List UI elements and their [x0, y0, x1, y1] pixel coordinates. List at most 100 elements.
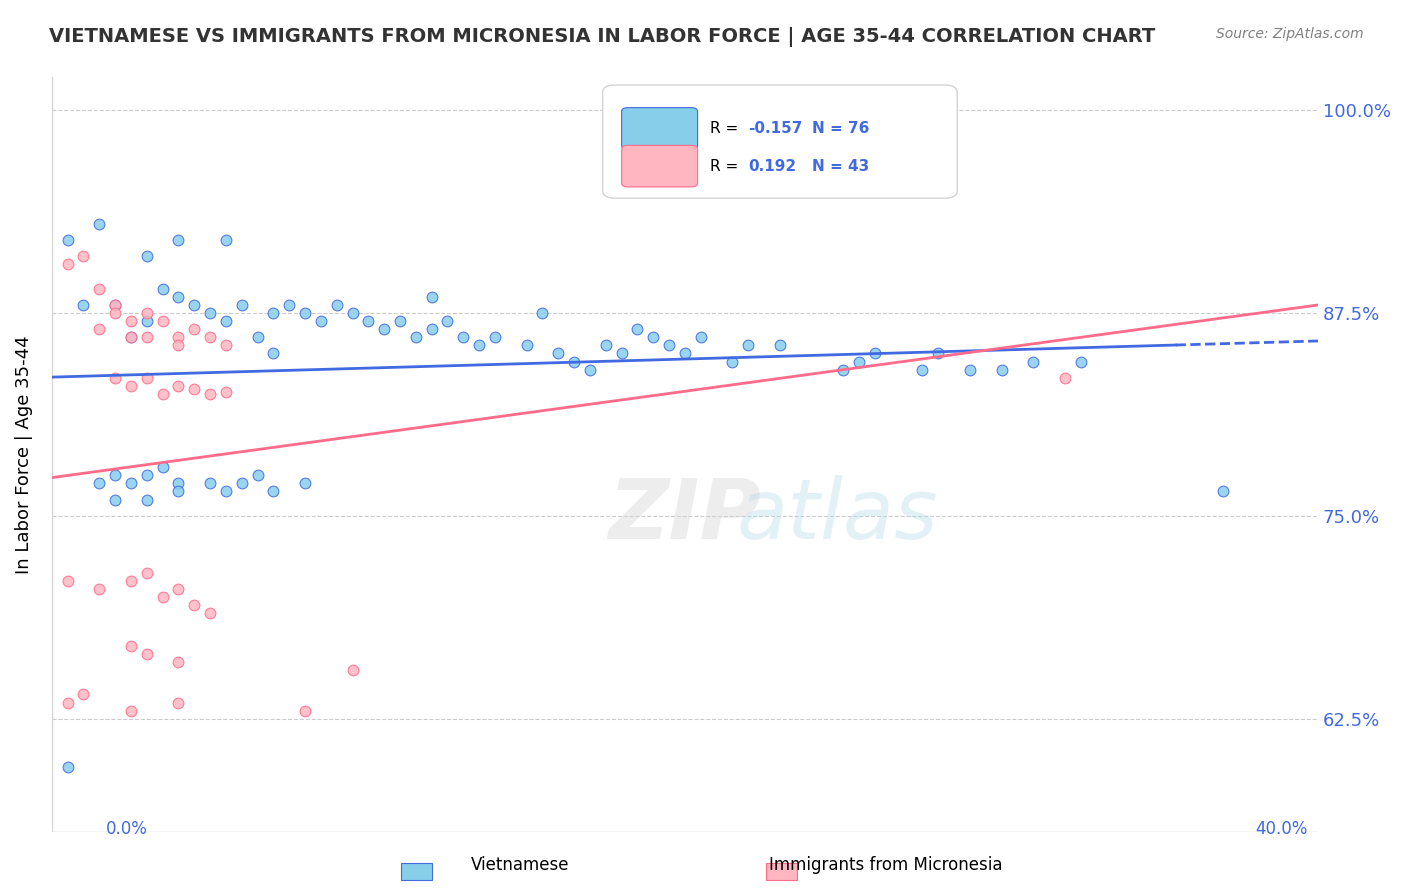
Point — [72, 298, 94, 312]
Text: atlas: atlas — [737, 475, 938, 556]
Point — [1053, 371, 1076, 385]
Point — [167, 330, 190, 344]
Point — [135, 468, 157, 483]
Point — [89, 217, 111, 231]
Point — [152, 281, 174, 295]
Point — [215, 484, 238, 499]
Y-axis label: In Labor Force | Age 35-44: In Labor Force | Age 35-44 — [15, 335, 32, 574]
Point — [215, 233, 238, 247]
Text: -0.157: -0.157 — [748, 121, 803, 136]
Point — [120, 314, 142, 328]
Point — [294, 704, 316, 718]
Point — [167, 484, 190, 499]
Point — [167, 379, 190, 393]
Point — [911, 362, 934, 376]
Point — [120, 574, 142, 588]
Point — [198, 387, 221, 401]
Point — [167, 696, 190, 710]
Point — [626, 322, 648, 336]
FancyBboxPatch shape — [621, 108, 697, 149]
Text: N = 76: N = 76 — [811, 121, 869, 136]
Text: 0.192: 0.192 — [748, 159, 796, 174]
Point — [56, 574, 79, 588]
Point — [89, 281, 111, 295]
Text: R =: R = — [710, 121, 744, 136]
Point — [89, 476, 111, 491]
Point — [278, 298, 301, 312]
Point — [484, 330, 506, 344]
Point — [120, 330, 142, 344]
Point — [610, 346, 633, 360]
Point — [1070, 354, 1092, 368]
Point — [246, 330, 269, 344]
Text: 40.0%: 40.0% — [1256, 820, 1308, 838]
Point — [135, 306, 157, 320]
Point — [420, 322, 443, 336]
Point — [56, 760, 79, 774]
Point — [135, 647, 157, 661]
Point — [183, 298, 205, 312]
Point — [120, 704, 142, 718]
Point — [104, 298, 127, 312]
Point — [990, 362, 1012, 376]
Point — [643, 330, 665, 344]
Point — [721, 354, 744, 368]
Point — [56, 257, 79, 271]
Point — [215, 314, 238, 328]
Point — [135, 492, 157, 507]
Point — [56, 233, 79, 247]
Point — [104, 468, 127, 483]
Point — [120, 330, 142, 344]
Point — [658, 338, 681, 352]
Point — [167, 582, 190, 596]
Point — [262, 484, 284, 499]
Point — [516, 338, 538, 352]
Point — [104, 492, 127, 507]
Point — [152, 460, 174, 475]
Text: 0.0%: 0.0% — [105, 820, 148, 838]
Point — [152, 314, 174, 328]
Text: R =: R = — [710, 159, 744, 174]
Text: Source: ZipAtlas.com: Source: ZipAtlas.com — [1216, 27, 1364, 41]
Point — [547, 346, 569, 360]
Point — [405, 330, 427, 344]
Point — [167, 476, 190, 491]
Point — [198, 330, 221, 344]
Point — [595, 338, 617, 352]
Point — [309, 314, 332, 328]
Point — [832, 362, 855, 376]
Point — [673, 346, 696, 360]
Point — [959, 362, 981, 376]
Point — [104, 306, 127, 320]
Point — [120, 639, 142, 653]
Point — [135, 330, 157, 344]
Point — [167, 338, 190, 352]
Point — [453, 330, 475, 344]
Point — [198, 606, 221, 620]
Point — [262, 306, 284, 320]
Text: ZIP: ZIP — [609, 475, 761, 556]
Point — [198, 306, 221, 320]
Point — [135, 314, 157, 328]
Point — [342, 663, 364, 677]
Point — [215, 385, 238, 400]
Point — [215, 338, 238, 352]
Text: VIETNAMESE VS IMMIGRANTS FROM MICRONESIA IN LABOR FORCE | AGE 35-44 CORRELATION : VIETNAMESE VS IMMIGRANTS FROM MICRONESIA… — [49, 27, 1156, 46]
Point — [294, 306, 316, 320]
Point — [436, 314, 458, 328]
Point — [737, 338, 759, 352]
Point — [167, 655, 190, 669]
Point — [198, 476, 221, 491]
Point — [373, 322, 395, 336]
Point — [89, 582, 111, 596]
Point — [262, 346, 284, 360]
Point — [689, 330, 711, 344]
Point — [120, 476, 142, 491]
Point — [420, 290, 443, 304]
Text: Immigrants from Micronesia: Immigrants from Micronesia — [769, 855, 1002, 873]
Point — [183, 598, 205, 612]
Point — [388, 314, 411, 328]
Point — [848, 354, 870, 368]
Point — [167, 233, 190, 247]
Point — [468, 338, 491, 352]
